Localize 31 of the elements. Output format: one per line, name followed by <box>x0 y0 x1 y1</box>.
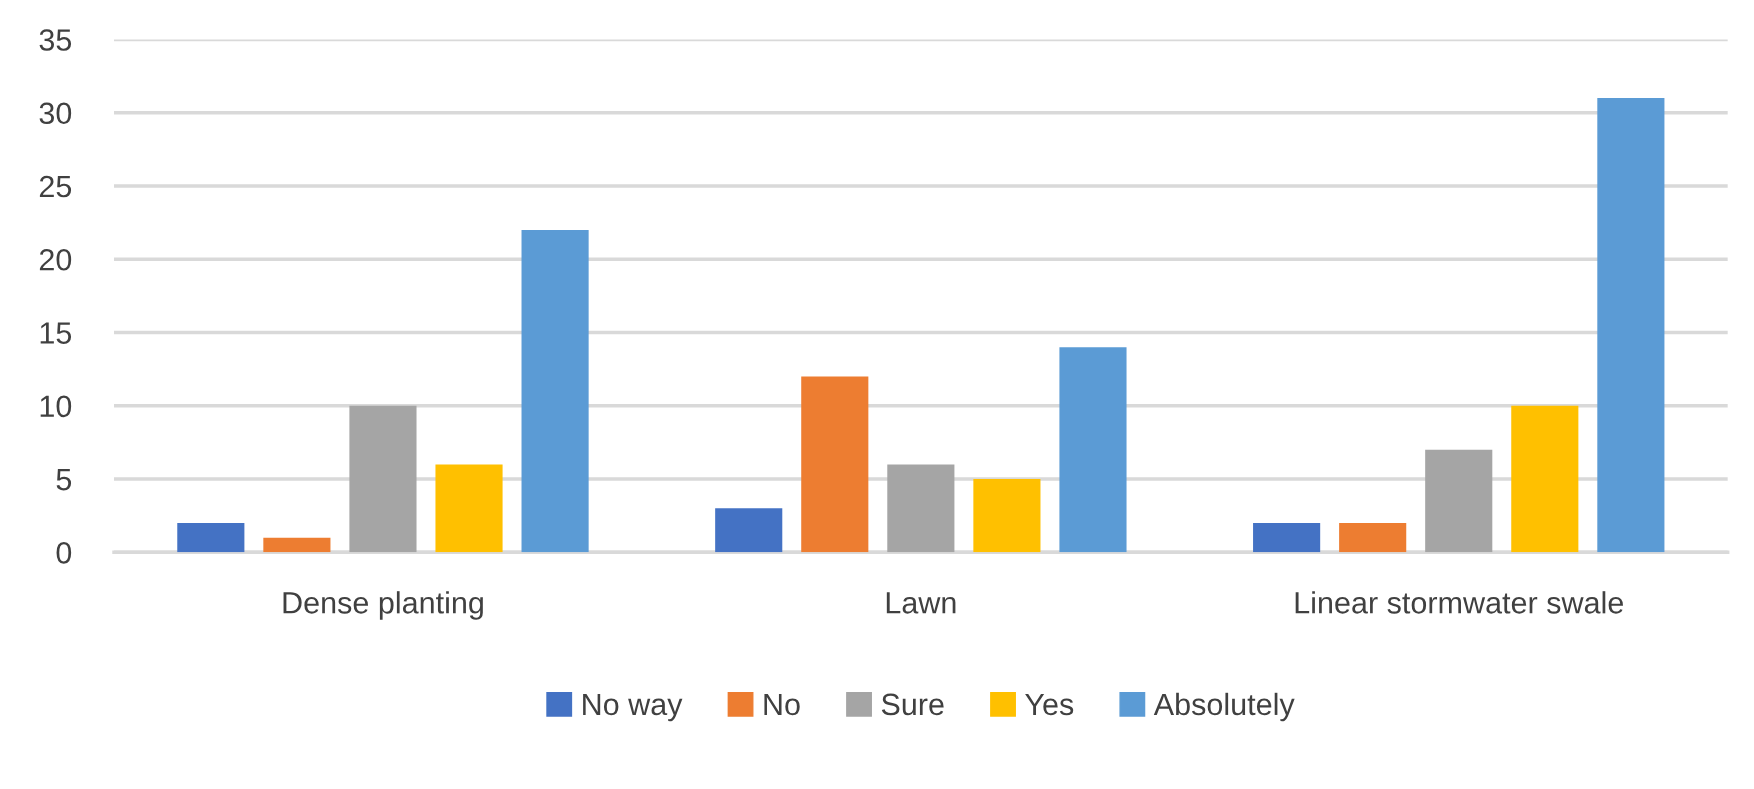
bar <box>973 479 1041 553</box>
y-tick-label: 20 <box>39 248 72 271</box>
y-tick-label: 35 <box>39 29 72 51</box>
bar <box>715 508 783 553</box>
bar <box>435 464 503 553</box>
bar <box>263 537 331 553</box>
legend-label: Sure <box>881 693 944 716</box>
legend-label: No way <box>583 693 683 722</box>
y-tick-label: 10 <box>40 395 72 418</box>
bar <box>1597 98 1665 553</box>
legend-label: Yes <box>1025 693 1074 716</box>
bar <box>521 229 589 553</box>
legend-label: Absolutely <box>1153 692 1295 722</box>
bar <box>1253 522 1321 553</box>
bar <box>887 464 955 553</box>
x-tick-label: Dense planting <box>283 591 483 620</box>
y-tick-label: 5 <box>56 469 72 491</box>
y-tick-label: 25 <box>39 175 72 198</box>
bar <box>1425 449 1493 553</box>
x-tick-label: Lawn <box>886 592 956 614</box>
bar <box>1059 347 1127 553</box>
bar <box>349 405 417 553</box>
x-tick-label: Linear stormwater swale <box>1295 591 1623 614</box>
bar <box>1511 405 1579 553</box>
y-tick-label: 0 <box>56 542 72 564</box>
bar <box>801 376 869 553</box>
bar <box>1339 522 1407 553</box>
bar <box>177 522 245 553</box>
legend-label: No <box>764 693 800 716</box>
y-tick-label: 15 <box>40 322 72 344</box>
y-tick-label: 30 <box>39 102 72 125</box>
